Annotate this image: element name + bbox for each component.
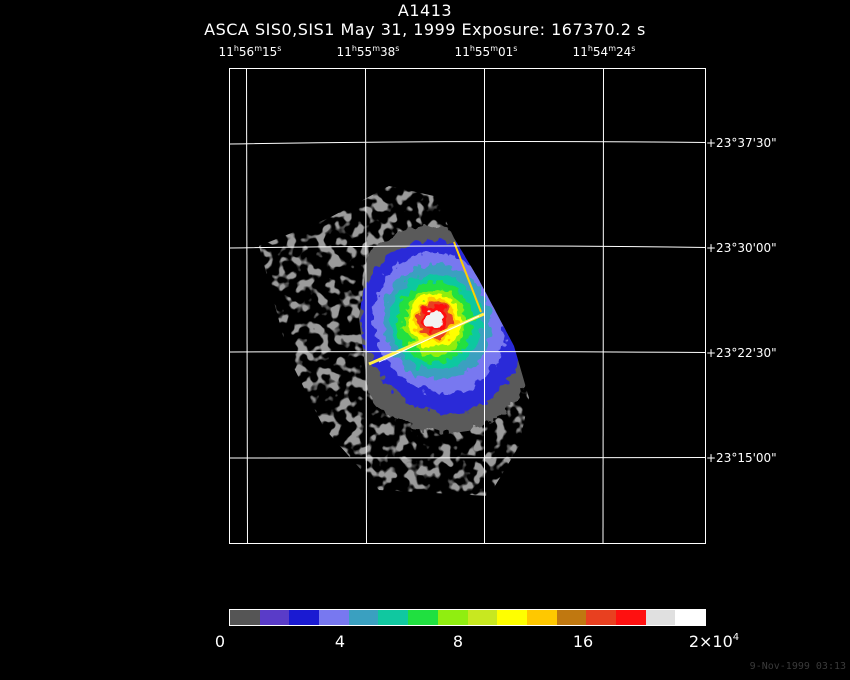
figure-title: A1413 [397,1,453,20]
figure-subtitle: ASCA SIS0,SIS1 May 31, 1999 Exposure: 16… [204,20,646,39]
colorbar [229,609,706,626]
dec-tick-label: +23°37'30" [706,136,777,150]
colorbar-swatch [259,610,290,625]
colorbar-tick-label: 8 [452,632,464,651]
colorbar-swatch [675,610,705,625]
colorbar-swatch [319,610,349,625]
colorbar-swatch [230,610,260,625]
colorbar-swatch [497,610,527,625]
xray-image [229,68,706,544]
colorbar-swatch [645,610,676,625]
colorbar-swatch [348,610,379,625]
dec-tick-label: +23°30'00" [706,241,777,255]
colorbar-swatch [526,610,557,625]
colorbar-swatch [289,610,320,625]
colorbar-swatch [467,610,498,625]
ccd-edge-streak [453,241,482,313]
colorbar-swatch [408,610,438,625]
dec-tick-label: +23°15'00" [706,451,777,465]
ra-tick-label: 11h55m01s [454,44,518,59]
colorbar-swatch [437,610,468,625]
ccd-gap-streak [378,315,480,363]
colorbar-swatch [378,610,409,625]
colorbar-swatch [615,610,646,625]
colorbar-tick-label: 0 [214,632,226,651]
ra-tick-label: 11h54m24s [572,44,636,59]
ra-tick-label: 11h55m38s [336,44,400,59]
xray-image-panel [229,68,706,544]
ra-tick-label: 11h56m15s [218,44,282,59]
colorbar-tick-label: 2×104 [688,632,740,651]
dec-tick-label: +23°22'30" [706,346,777,360]
colorbar-swatch [586,610,616,625]
colorbar-tick-label: 16 [572,632,594,651]
colorbar-tick-label: 4 [334,632,346,651]
footer-timestamp: 9-Nov-1999 03:13 [749,661,846,672]
colorbar-swatch [556,610,587,625]
coordinate-grid [229,68,706,544]
